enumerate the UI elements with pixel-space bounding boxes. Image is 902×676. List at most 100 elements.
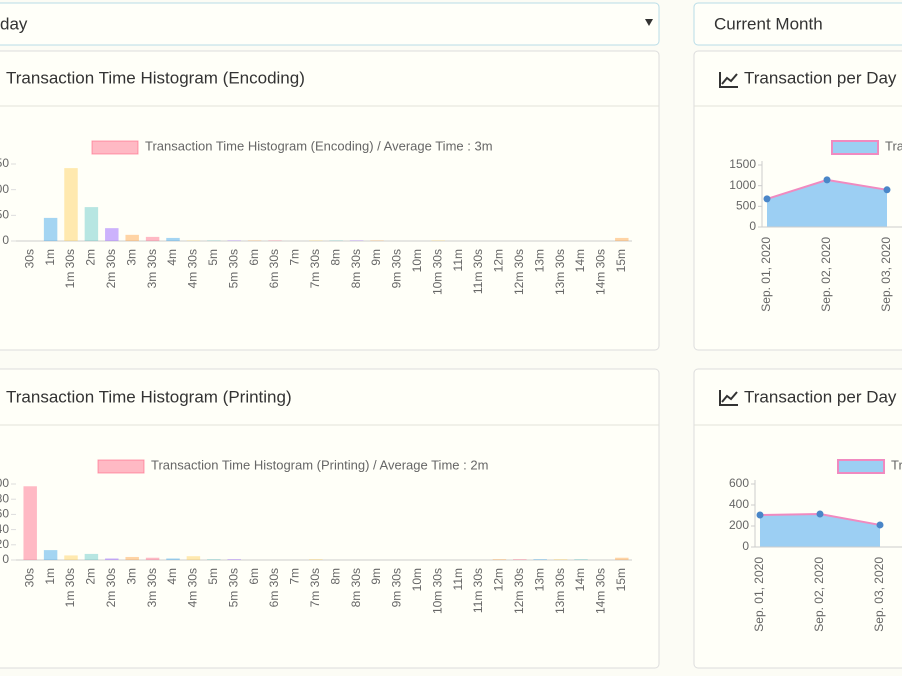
x-tick-label: 9m [369,568,383,585]
bar [247,240,262,241]
x-tick-label: 8m [328,249,342,266]
area [767,179,887,227]
bar [553,559,568,560]
panel-title: Transaction per Day [744,68,897,87]
x-tick-label: 5m [206,568,220,585]
bar [64,168,78,241]
x-tick-label: Sep. 02, 2020 [819,237,833,312]
x-tick-label: 10m 30s [430,568,444,614]
x-tick-label: 12m [492,568,506,591]
x-tick-label: 30s [22,568,36,587]
x-tick-label: 8m [328,568,342,585]
bar [574,559,588,560]
chart-icon [719,390,738,406]
x-tick-label: 13m 30s [553,249,567,295]
x-tick-label: 1m [43,249,57,266]
x-tick-label: 12m 30s [512,249,526,295]
period-select[interactable] [0,2,660,46]
x-tick-label: 11m 30s [471,568,485,613]
x-tick-label: 15m [614,249,628,272]
area [760,514,880,547]
bar [145,236,160,241]
bar [105,558,119,560]
x-tick-label: 11m [451,568,465,590]
y-tick-label: 20 [0,537,9,551]
legend-swatch [91,140,139,155]
point [823,176,831,184]
bar [431,240,445,241]
select-arrow [645,19,653,26]
y-tick-label: 500 [736,199,756,213]
y-tick-label: 40 [0,522,9,536]
x-tick-label: 1m [43,568,57,585]
bar [329,240,343,241]
y-tick-label: 100 [0,476,9,490]
x-tick-label: 7m [288,568,302,585]
bar [43,217,58,241]
x-tick-label: 10m 30s [430,249,444,295]
x-tick-label: 10m [410,568,424,591]
y-tick-label: 50 [0,208,9,222]
x-tick-label: 6m [247,249,261,266]
x-tick-label: 4m 30s [186,249,200,288]
bar [207,240,221,241]
bar [64,555,78,560]
x-tick-label: 6m [247,568,261,585]
bar [533,559,547,560]
y-tick-label: 0 [749,219,756,233]
bar [145,557,160,560]
month-select[interactable] [693,2,902,46]
bar [513,559,527,560]
point [763,195,771,203]
legend-swatch [97,459,145,474]
x-tick-label: 11m [451,249,465,271]
x-tick-label: 9m [369,249,383,266]
x-tick-label: 12m 30s [512,568,526,614]
legend-label: Transaction per Day [885,138,902,153]
chart-icon [719,72,738,88]
x-tick-label: 13m [532,568,546,591]
y-tick-label: 200 [729,518,749,532]
y-tick-label: 60 [0,507,9,521]
legend-swatch [831,140,879,155]
legend-swatch [837,459,885,474]
bar [227,240,241,241]
x-tick-label: 5m [206,249,220,266]
bar [84,207,99,241]
legend-label: Transaction per Day [891,457,902,472]
x-tick-label: 11m 30s [471,249,485,294]
y-tick-label: 600 [729,476,749,490]
x-tick-label: 2m [84,249,98,266]
panel-title: Transaction Time Histogram (Printing) [6,387,292,406]
point [816,510,824,518]
x-tick-label: 3m 30s [145,249,159,288]
x-tick-label: 14m 30s [594,568,608,614]
bar [615,237,629,241]
x-tick-label: 1m 30s [63,568,77,607]
panel-title: Transaction per Day [744,387,897,406]
x-tick-label: 3m 30s [145,568,159,607]
bar [370,240,384,241]
point [883,186,891,194]
x-tick-label: Sep. 01, 2020 [759,237,773,312]
x-tick-label: 10m [410,249,424,272]
x-tick-label: 9m 30s [390,568,404,607]
x-tick-label: 8m 30s [349,249,363,288]
y-tick-label: 1000 [729,178,756,192]
bar [43,550,58,560]
bar [186,556,201,560]
bar [349,240,364,241]
x-tick-label: 4m [165,568,179,585]
panel: Transaction Time Histogram (Printing) [0,368,660,669]
x-tick-label: 3m [124,249,138,266]
x-tick-label: 30s [22,249,36,268]
x-tick-label: 3m [124,568,138,585]
y-tick-label: 150 [0,156,9,170]
point [876,521,884,529]
x-tick-label: 13m [532,249,546,272]
y-tick-label: 0 [2,233,9,247]
period-select-text: day [0,14,28,33]
x-tick-label: 5m 30s [226,568,240,607]
x-tick-label: Sep. 01, 2020 [752,557,766,632]
